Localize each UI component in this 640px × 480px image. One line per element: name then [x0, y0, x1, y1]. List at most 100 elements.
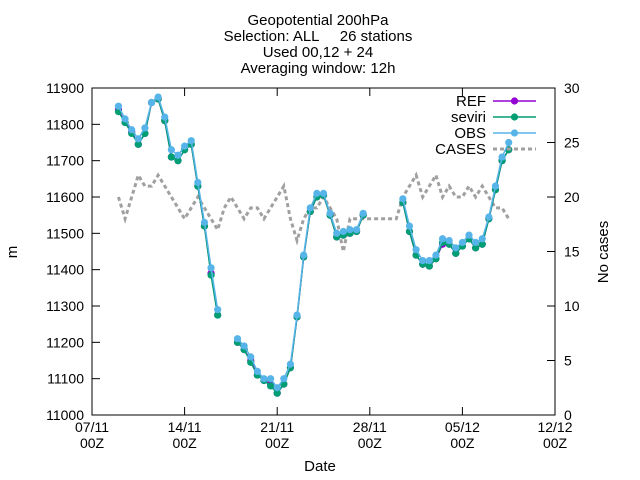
data-point-seviri — [452, 249, 460, 257]
data-point-obs — [432, 251, 440, 259]
data-point-obs — [498, 153, 506, 161]
data-point-obs — [399, 195, 407, 203]
legend-label-seviri: seviri — [451, 109, 486, 126]
data-point-obs — [405, 222, 414, 230]
data-point-seviri — [478, 240, 486, 248]
title-line-1: Geopotential 200hPa — [248, 12, 390, 29]
series-line-obs — [402, 142, 510, 262]
data-point-obs — [505, 138, 513, 147]
data-point-obs — [419, 256, 427, 265]
title-line-2: Selection: ALL 26 stations — [224, 28, 413, 45]
x-tick-label-hour: 00Z — [80, 435, 105, 451]
x-tick-label-hour: 00Z — [450, 435, 475, 451]
data-point-obs — [194, 178, 202, 187]
data-point-obs — [141, 124, 149, 132]
legend-marker-obs — [510, 129, 519, 137]
series-line-obs — [117, 95, 219, 310]
series-line-obs — [236, 192, 364, 390]
x-axis-label: Date — [304, 458, 336, 475]
x-tick-label-hour: 00Z — [265, 435, 290, 451]
data-point-obs — [154, 93, 162, 101]
x-tick-label-date: 21/11 — [260, 419, 294, 435]
x-tick-label-date: 14/11 — [168, 419, 202, 435]
data-point-obs — [359, 209, 367, 217]
data-point-obs — [438, 235, 447, 243]
y-tick-label: 11100 — [47, 371, 84, 387]
data-point-obs — [181, 142, 189, 150]
x-tick-label-date: 05/12 — [445, 419, 480, 435]
y-tick-label: 11700 — [46, 153, 84, 169]
data-point-obs — [478, 235, 486, 243]
data-point-obs — [174, 151, 182, 159]
y-axis-right: 0 5 10 15 20 25 30 — [547, 80, 580, 423]
legend-marker-seviri — [510, 113, 519, 121]
legend-label-obs: OBS — [454, 125, 486, 142]
y2-tick-label: 25 — [564, 135, 580, 151]
data-point-obs — [458, 238, 466, 247]
y2-tick-label: 10 — [564, 298, 580, 314]
data-point-seviri — [174, 157, 182, 165]
legend-label-ref: REF — [456, 93, 486, 110]
data-point-seviri — [425, 262, 433, 270]
title-line-3: Used 00,12 + 24 — [263, 44, 374, 61]
data-point-obs — [167, 146, 175, 154]
data-point-obs — [240, 342, 248, 350]
legend-marker-ref — [510, 97, 519, 105]
data-point-obs — [161, 113, 169, 121]
x-tick-label-hour: 00Z — [173, 435, 198, 451]
x-tick-label-date: 12/12 — [537, 419, 572, 435]
data-point-obs — [273, 384, 281, 392]
x-tick-label-hour: 00Z — [358, 435, 383, 451]
y2-axis-label: No cases — [595, 221, 612, 284]
y2-tick-label: 0 — [564, 407, 572, 423]
y2-tick-label: 15 — [564, 244, 580, 260]
legend-label-cases: CASES — [435, 141, 486, 158]
y-tick-label: 11800 — [46, 116, 84, 132]
data-point-obs — [445, 237, 453, 245]
data-point-obs — [485, 213, 493, 221]
data-point-obs — [293, 311, 301, 319]
data-point-obs — [207, 264, 215, 272]
data-point-obs — [425, 256, 433, 265]
data-point-obs — [114, 102, 123, 110]
data-point-obs — [134, 135, 142, 143]
data-point-obs — [472, 238, 480, 247]
x-tick-label-hour: 00Z — [543, 435, 568, 451]
data-point-obs — [313, 189, 321, 197]
y-tick-label: 11000 — [46, 407, 84, 423]
data-point-seviri — [472, 244, 480, 252]
series-obs — [114, 93, 513, 392]
series-line-ref — [236, 194, 364, 395]
data-point-obs — [452, 244, 460, 252]
data-point-obs — [266, 375, 275, 383]
series-line-seviri — [236, 194, 364, 395]
data-point-obs — [253, 367, 261, 375]
x-axis: 07/1100Z14/1100Z21/1100Z28/1100Z05/1200Z… — [75, 88, 573, 451]
y-tick-label: 11600 — [46, 189, 84, 205]
y-tick-label: 11300 — [46, 298, 84, 314]
y-axis-left: 11000 11100 11200 11300 11400 11500 11600 11700… — [46, 80, 100, 423]
x-tick-label-date: 28/11 — [353, 419, 387, 435]
data-point-obs — [319, 189, 328, 197]
data-point-obs — [280, 375, 288, 383]
data-point-obs — [306, 204, 314, 212]
data-point-obs — [465, 231, 473, 239]
data-point-obs — [346, 226, 354, 234]
data-point-seviri — [134, 140, 142, 148]
y2-tick-label: 5 — [564, 353, 572, 369]
data-point-obs — [412, 246, 420, 254]
data-point-obs — [326, 209, 334, 217]
data-point-seviri — [273, 389, 281, 397]
data-point-obs — [286, 360, 295, 368]
data-point-obs — [121, 115, 129, 123]
data-point-obs — [187, 137, 195, 145]
data-point-obs — [214, 306, 222, 314]
x-tick-label-date: 07/11 — [75, 419, 109, 435]
data-point-obs — [339, 227, 347, 236]
data-point-obs — [333, 229, 341, 237]
y2-tick-label: 20 — [564, 189, 580, 205]
data-point-seviri — [214, 311, 222, 319]
data-point-obs — [352, 226, 361, 234]
